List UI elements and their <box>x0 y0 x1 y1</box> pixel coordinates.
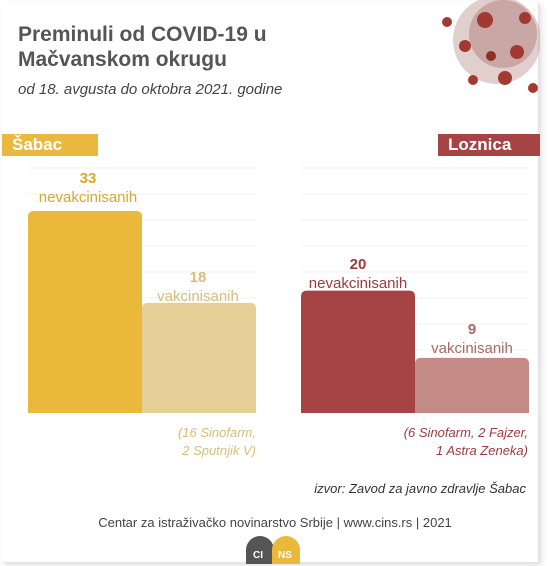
note-sabac: (16 Sinofarm, 2 Sputnjik V) <box>178 424 256 460</box>
bar-label-loznica-vacc: 9 vakcinisanih <box>402 320 542 358</box>
region-label-sabac: Šabac <box>2 134 98 156</box>
footer-credit: Centar za istraživačko novinarstvo Srbij… <box>98 515 452 530</box>
note-line: (6 Sinofarm, 2 Fajzer, <box>403 425 528 440</box>
note-loznica: (6 Sinofarm, 2 Fajzer, 1 Astra Zeneka) <box>404 424 528 460</box>
value-label: 9 <box>467 321 477 338</box>
category-label: nevakcinisanih <box>308 275 408 292</box>
category-label: vakcinisanih <box>431 340 513 357</box>
bar-loznica-unvaccinated <box>301 290 415 413</box>
value-label: 33 <box>79 170 97 187</box>
note-line: (16 Sinofarm, <box>177 425 256 440</box>
bar-loznica-vaccinated <box>415 357 529 413</box>
bar-label-loznica-unvacc: 20 nevakcinisanih <box>288 255 428 293</box>
svg-text:CI: CI <box>253 550 263 561</box>
chart-title: Preminuli od COVID-19 u Mačvanskom okrug… <box>18 23 267 71</box>
svg-text:NS: NS <box>278 550 292 561</box>
chart-subtitle: od 18. avgusta do oktobra 2021. godine <box>18 81 283 98</box>
category-label: nevakcinisanih <box>38 189 138 206</box>
region-label-loznica: Loznica <box>438 134 540 156</box>
bar-label-sabac-unvacc: 33 nevakcinisanih <box>18 169 158 207</box>
bar-sabac-vaccinated <box>142 302 256 413</box>
value-label: 20 <box>349 256 367 273</box>
note-line: 1 Astra Zeneka) <box>435 443 528 458</box>
bar-label-sabac-vacc: 18 vakcinisanih <box>128 268 268 306</box>
note-line: 2 Sputnjik V) <box>182 443 256 458</box>
cins-logo-icon: CI NS <box>246 536 300 564</box>
coronavirus-icon <box>442 0 540 93</box>
value-label: 18 <box>189 269 207 286</box>
source-note: izvor: Zavod za javno zdravlje Šabac <box>314 481 526 496</box>
bar-sabac-unvaccinated <box>28 211 142 413</box>
category-label: vakcinisanih <box>157 288 239 305</box>
